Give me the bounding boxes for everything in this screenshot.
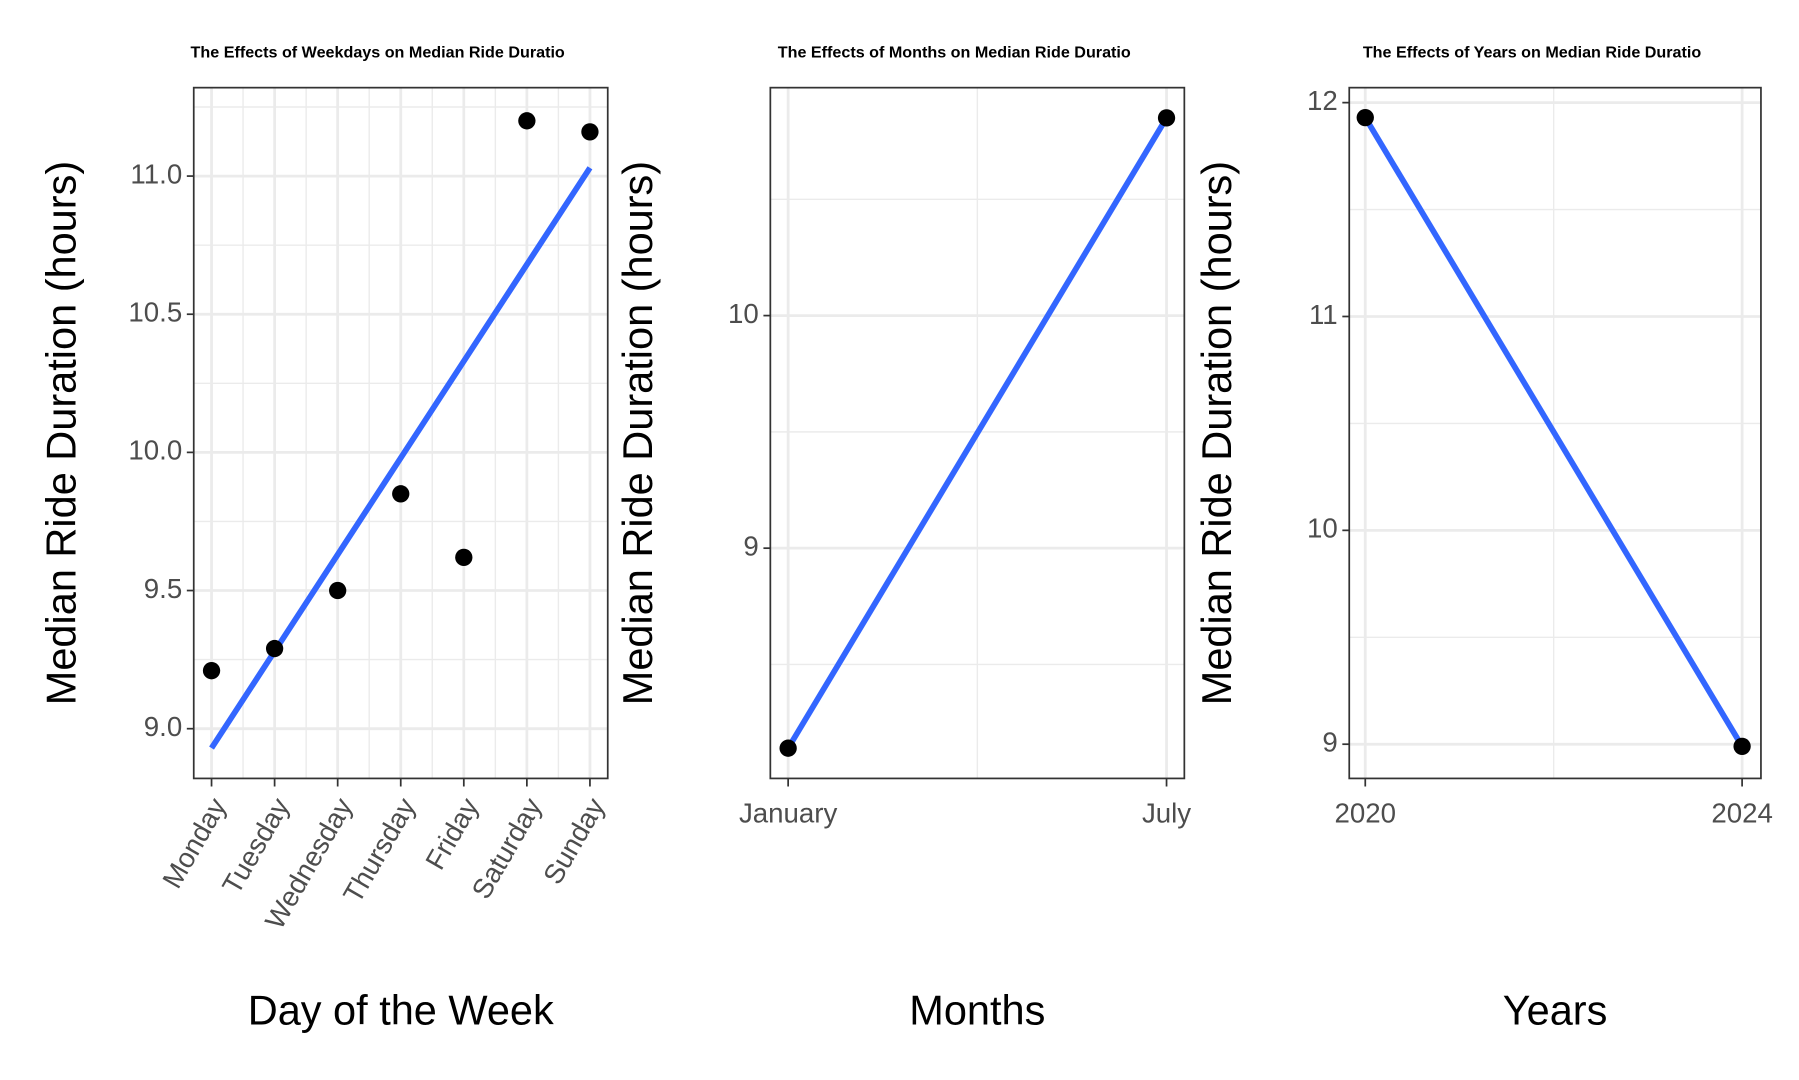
point xyxy=(518,112,536,130)
y-tick-label: 11 xyxy=(1309,299,1338,330)
y-tick-label: 10 xyxy=(1307,513,1338,544)
y-tick-label: 9.0 xyxy=(144,711,182,742)
point xyxy=(581,123,599,141)
point xyxy=(1356,108,1374,127)
x-tick-label: Friday xyxy=(419,793,484,875)
x-tick-label: July xyxy=(1142,798,1191,829)
chart-title: The Effects of Years on Median Ride Dura… xyxy=(1363,43,1702,61)
y-tick-label: 11.0 xyxy=(130,158,182,189)
point xyxy=(329,581,347,600)
y-tick-label: 12 xyxy=(1307,85,1338,116)
y-tick-label: 10 xyxy=(728,298,759,329)
panel-border xyxy=(1348,86,1762,780)
x-axis-title: Years xyxy=(1503,987,1608,1034)
panel-border xyxy=(192,86,609,780)
chart-title: The Effects of Months on Median Ride Dur… xyxy=(778,43,1131,61)
x-tick-label: Sunday xyxy=(537,793,611,890)
point xyxy=(392,485,410,503)
y-axis-title: Median Ride Duration (hours) xyxy=(614,161,661,705)
x-axis-title: Day of the Week xyxy=(248,987,554,1034)
x-tick-label: 2024 xyxy=(1711,798,1773,829)
x-tick-label: 2020 xyxy=(1334,798,1396,829)
y-tick-label: 9 xyxy=(1322,727,1337,758)
trend-line xyxy=(785,116,1170,750)
panel: 9.09.510.010.511.0MondayTuesdayWednesday… xyxy=(38,43,611,1033)
panel: 9 10 January July The Effects of Months on M… xyxy=(614,43,1191,1033)
point xyxy=(779,739,797,757)
y-tick-label: 10.0 xyxy=(128,435,182,466)
chart-title: The Effects of Weekdays on Median Ride D… xyxy=(191,43,565,61)
y-tick-label: 9 xyxy=(743,530,758,561)
point xyxy=(455,548,473,567)
trend-line xyxy=(1362,116,1745,748)
y-axis-title: Median Ride Duration (hours) xyxy=(1193,161,1240,705)
y-axis-title: Median Ride Duration (hours) xyxy=(38,161,85,705)
point xyxy=(1157,109,1176,127)
y-tick-label: 10.5 xyxy=(128,297,182,328)
y-tick-label: 9.5 xyxy=(144,573,182,604)
x-tick-label: January xyxy=(739,798,838,829)
point xyxy=(1733,737,1751,755)
x-axis-title: Months xyxy=(909,987,1045,1034)
point xyxy=(202,662,221,680)
panel-border xyxy=(769,86,1186,780)
panel: 9 10 11 12 2020 2024 The Effects of Years on M… xyxy=(1193,43,1773,1033)
point xyxy=(265,639,284,658)
